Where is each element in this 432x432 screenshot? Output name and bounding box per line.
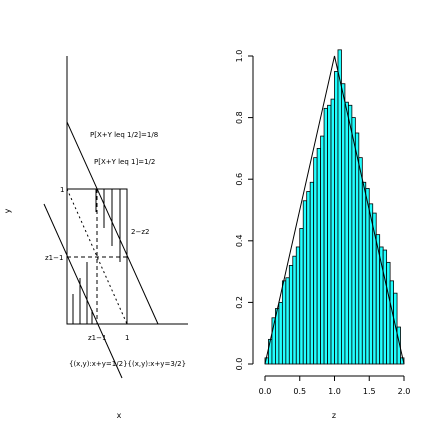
upper-hatch (95, 189, 121, 262)
histogram-panel: 0.0 0.2 0.4 0.6 0.8 1.0 0.0 0.5 1.0 1.5 2.0 z (235, 49, 411, 420)
histogram-bars (264, 49, 405, 365)
histogram-bar (320, 135, 325, 365)
y-tick-label: 0.2 (235, 296, 244, 309)
histogram-bar (361, 181, 367, 365)
histogram-bar (337, 49, 342, 365)
histogram-bar (299, 228, 304, 365)
histogram-bar (347, 104, 353, 365)
histogram-bar (382, 249, 388, 365)
histogram-bar (354, 132, 360, 365)
density-curve (264, 55, 405, 365)
histogram-bar (344, 101, 349, 365)
histogram-bar (358, 157, 363, 365)
y-tick-label: 0.6 (235, 173, 244, 186)
x-tick-label: 0.5 (293, 387, 306, 396)
y-tick-label: 1.0 (235, 50, 244, 63)
prob-one-label: P[X+Y leq 1]=1/2 (94, 158, 155, 166)
x-tick-label: 2.0 (398, 387, 411, 396)
histogram-bar (316, 147, 321, 365)
tick-z1-x-label: z1−1 (88, 334, 106, 342)
line-x-plus-y-half (43, 203, 123, 379)
prob-half-label: P[X+Y leq 1/2]=1/8 (90, 131, 158, 139)
histogram-y-axis: 0.0 0.2 0.4 0.6 0.8 1.0 (235, 50, 254, 371)
histogram-bar (306, 191, 311, 365)
histogram-bar (334, 71, 339, 365)
left-ylabel: y (3, 208, 12, 213)
histogram-bar (368, 203, 374, 365)
histogram-bar (323, 107, 328, 365)
x-tick-label: 1.5 (363, 387, 376, 396)
lower-hatch (72, 262, 93, 324)
right-xlabel: z (332, 411, 336, 420)
sum-region-diagram: P[X+Y leq 1/2]=1/8 P[X+Y leq 1]=1/2 2−z2… (3, 56, 188, 420)
histogram-bar (341, 83, 346, 365)
two-minus-z-label: 2−z2 (131, 228, 149, 236)
histogram-bar (309, 181, 315, 365)
histogram-bar (292, 255, 297, 365)
set-labels: {(x,y):x+y=1/2}{(x,y):x+y=3/2} (69, 360, 186, 368)
y-tick-label: 0.4 (235, 234, 244, 247)
histogram-x-axis: 0.0 0.5 1.0 1.5 2.0 (259, 375, 411, 396)
histogram-bar (285, 277, 290, 365)
left-xlabel: x (117, 411, 122, 420)
histogram-bar (386, 261, 391, 365)
line-x-plus-y-three-halves (66, 121, 159, 325)
histogram-bar (281, 280, 287, 365)
histogram-bar (278, 301, 283, 365)
histogram-bar (330, 98, 335, 365)
histogram-bar (295, 246, 301, 365)
histogram-bar (365, 188, 370, 365)
x-tick-label: 0.0 (259, 387, 272, 396)
histogram-bar (288, 265, 294, 365)
tick-one-x-label: 1 (125, 334, 129, 342)
tick-z1-y-label: z1−1 (45, 254, 63, 262)
histogram-bar (389, 280, 394, 365)
x-tick-label: 1.0 (328, 387, 341, 396)
histogram-bar (393, 292, 398, 365)
histogram-bar (327, 104, 332, 365)
y-tick-label: 0.0 (235, 358, 244, 371)
tick-one-y-label: 1 (60, 186, 64, 194)
histogram-bar (302, 200, 308, 365)
histogram-bar (351, 117, 356, 365)
histogram-bar (372, 212, 377, 365)
histogram-bar (313, 157, 318, 365)
histogram-bar (396, 326, 401, 365)
y-tick-label: 0.8 (235, 111, 244, 124)
